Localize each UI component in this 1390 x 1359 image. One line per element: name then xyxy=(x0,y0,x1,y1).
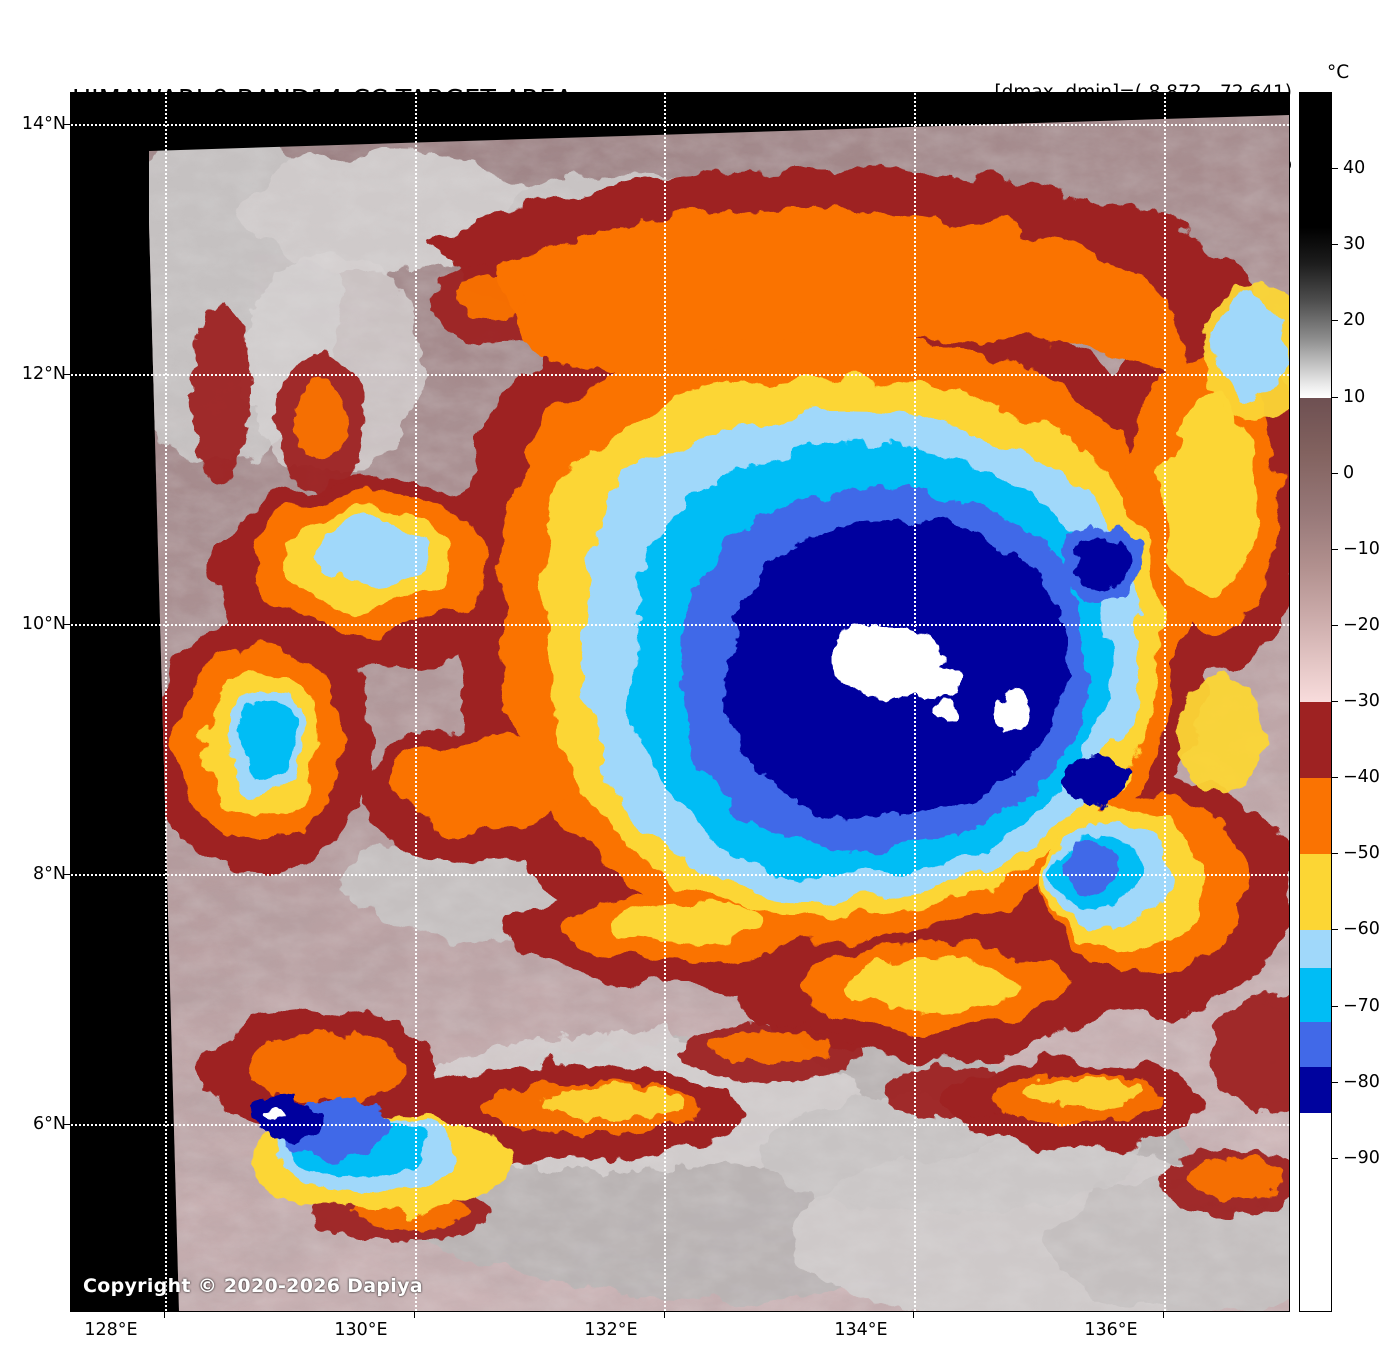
cb-segment-royal-blue xyxy=(1300,1021,1331,1068)
cb-tick-mark-m80 xyxy=(1332,1081,1338,1083)
xtick-label-128: 128°E xyxy=(84,1320,138,1340)
xtick-mark-128 xyxy=(164,1311,165,1318)
xtick-mark-132 xyxy=(664,1311,665,1318)
cb-segment-orange xyxy=(1300,778,1331,855)
copyright-notice: Copyright © 2020-2026 Dapiya xyxy=(83,1275,423,1297)
ytick-mark-12 xyxy=(63,374,70,375)
cb-tick-label-40: 40 xyxy=(1343,158,1366,179)
cb-tick-label-m80: −80 xyxy=(1343,1071,1380,1092)
ytick-mark-6 xyxy=(63,1124,70,1125)
cb-segment-warm-greyscale xyxy=(1300,93,1331,398)
xtick-label-134: 134°E xyxy=(834,1320,888,1340)
cb-tick-label-30: 30 xyxy=(1343,234,1366,255)
cb-tick-label-m50: −50 xyxy=(1343,843,1380,864)
cb-tick-mark-m20 xyxy=(1332,624,1338,626)
cb-tick-mark-m30 xyxy=(1332,701,1338,702)
cb-tick-mark-30 xyxy=(1332,244,1338,246)
xtick-mark-134 xyxy=(913,1311,914,1318)
cb-tick-mark-m50 xyxy=(1332,853,1338,855)
cb-tick-mark-m40 xyxy=(1332,777,1338,779)
ytick-mark-10 xyxy=(63,624,70,625)
cb-tick-mark-10 xyxy=(1332,396,1338,398)
cb-tick-mark-m90 xyxy=(1332,1157,1338,1159)
satellite-imagery xyxy=(71,93,1289,1311)
cb-tick-label-20: 20 xyxy=(1343,310,1366,331)
ytick-label-14: 14°N xyxy=(21,114,66,134)
cb-segment-yellow xyxy=(1300,854,1331,931)
cb-tick-label-m70: −70 xyxy=(1343,995,1380,1016)
colorbar-unit-label: °C xyxy=(1327,62,1350,83)
cb-tick-mark-m60 xyxy=(1332,929,1338,931)
xtick-label-130: 130°E xyxy=(334,1320,388,1340)
cb-tick-mark-20 xyxy=(1332,320,1338,322)
satellite-map[interactable]: Copyright © 2020-2026 Dapiya xyxy=(70,92,1290,1312)
cb-tick-label-0: 0 xyxy=(1343,462,1355,483)
cb-segment-light-blue xyxy=(1300,930,1331,969)
cb-tick-mark-m10 xyxy=(1332,548,1338,550)
ytick-label-10: 10°N xyxy=(21,614,66,634)
cb-tick-label-10: 10 xyxy=(1343,386,1366,407)
xtick-label-136: 136°E xyxy=(1084,1320,1138,1340)
temperature-colorbar[interactable] xyxy=(1299,92,1332,1312)
ytick-mark-8 xyxy=(63,874,70,875)
cb-segment-cyan xyxy=(1300,968,1331,1022)
ytick-label-12: 12°N xyxy=(21,364,66,384)
cb-tick-label-m10: −10 xyxy=(1343,538,1380,559)
xtick-mark-136 xyxy=(1163,1311,1164,1318)
ytick-mark-14 xyxy=(63,124,70,125)
cb-tick-label-m60: −60 xyxy=(1343,919,1380,940)
cb-segment-dark-blue xyxy=(1300,1067,1331,1114)
ytick-label-8: 8°N xyxy=(33,864,66,884)
cb-segment-mauve-ramp xyxy=(1300,397,1331,702)
cb-tick-label-m20: −20 xyxy=(1343,614,1380,635)
cb-tick-label-m90: −90 xyxy=(1343,1147,1380,1168)
xtick-label-132: 132°E xyxy=(584,1320,638,1340)
ytick-label-6: 6°N xyxy=(33,1114,66,1134)
cb-tick-mark-m70 xyxy=(1332,1005,1338,1007)
cb-tick-label-m30: −30 xyxy=(1343,691,1380,711)
cb-tick-label-m40: −40 xyxy=(1343,767,1380,788)
cb-tick-mark-40 xyxy=(1332,168,1338,170)
cb-tick-mark-0 xyxy=(1332,472,1338,474)
cb-segment-dark-red xyxy=(1300,702,1331,779)
xtick-mark-130 xyxy=(414,1311,415,1318)
cb-segment-white-coldest xyxy=(1300,1113,1331,1311)
